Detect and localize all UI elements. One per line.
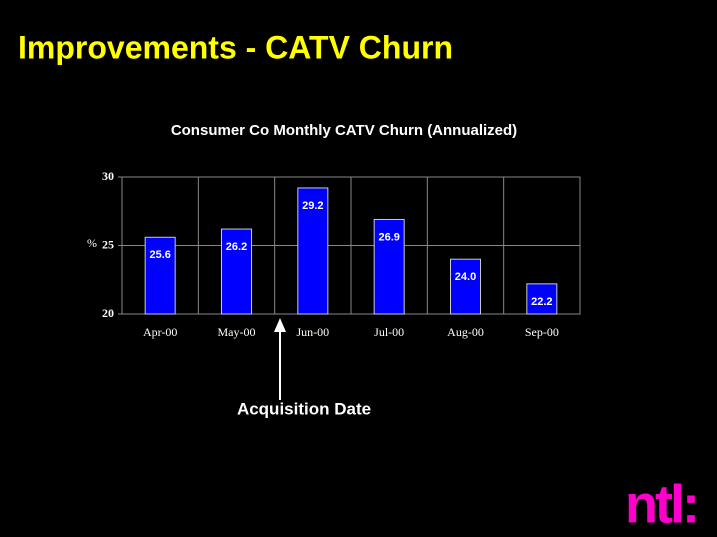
value-label: 26.2 [226, 241, 247, 253]
logo: ntl: [625, 474, 697, 534]
value-label: 22.2 [531, 296, 552, 308]
bar [373, 218, 405, 315]
bar [144, 236, 176, 315]
y-tick-label: 30 [102, 169, 114, 183]
arrow-head [274, 318, 286, 332]
value-label: 24.0 [455, 271, 476, 283]
annotation: Acquisition Date [237, 399, 371, 418]
y-tick-label: 20 [102, 306, 114, 320]
bar [450, 258, 481, 315]
bar [221, 228, 252, 315]
x-tick-label: Apr-00 [143, 325, 177, 339]
value-label: 26.9 [378, 231, 399, 243]
x-tick-label: Aug-00 [447, 325, 484, 339]
y-axis-label: % [87, 236, 97, 250]
slide-title: Improvements - CATV Churn [18, 29, 453, 65]
value-label: 25.6 [149, 249, 170, 261]
value-label: 29.2 [302, 200, 323, 212]
bar [297, 187, 329, 315]
y-tick-label: 25 [102, 237, 114, 251]
x-tick-label: Sep-00 [525, 325, 559, 339]
x-tick-label: Jul-00 [374, 325, 404, 339]
chart-title: Consumer Co Monthly CATV Churn (Annualiz… [171, 122, 517, 139]
x-tick-label: Jun-00 [296, 325, 329, 339]
x-tick-label: May-00 [218, 325, 256, 339]
bar [526, 283, 558, 315]
